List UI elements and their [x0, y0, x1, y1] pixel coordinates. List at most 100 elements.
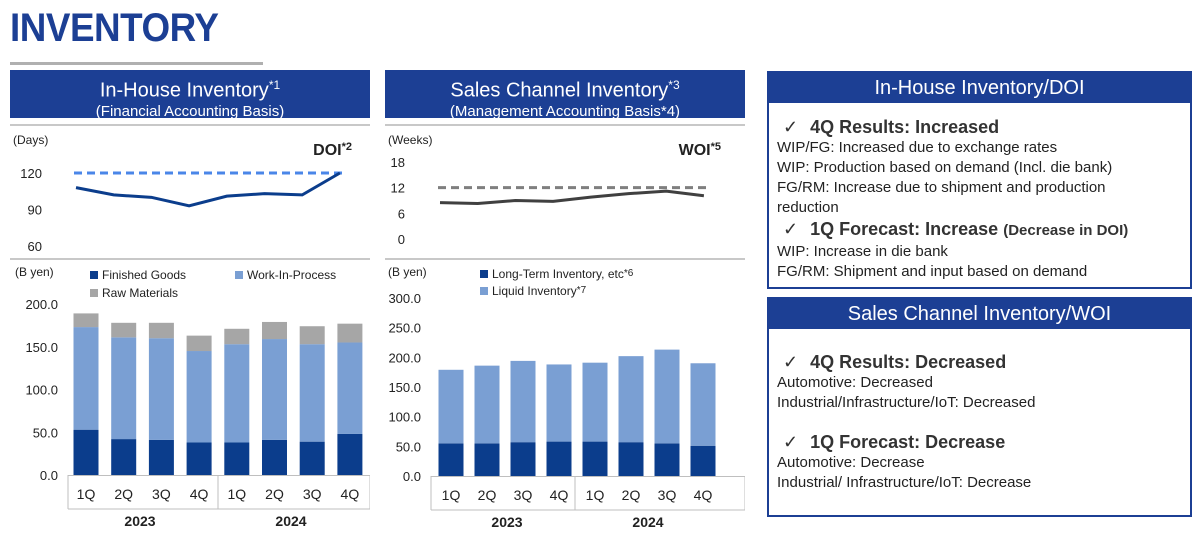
sales-panel-title-note: *3 [668, 78, 680, 92]
y-tick-label: 0.0 [40, 468, 58, 483]
woi-q4-line: Industrial/Infrastructure/IoT: Decreased [777, 394, 1036, 411]
bar-segment [186, 351, 212, 443]
woi-q4-line: Automotive: Decreased [777, 374, 933, 391]
bar-segment [337, 323, 363, 343]
bar-segment [111, 439, 137, 475]
check-icon: ✓ [783, 352, 799, 372]
group-label: 2023 [491, 514, 522, 530]
bar-segment [111, 322, 137, 338]
inhouse-panel-subtitle: (Financial Accounting Basis) [95, 102, 285, 120]
woi-q4-heading-text: 4Q Results: Decreased [810, 352, 1007, 372]
legend-label: Liquid Inventory*7 [492, 284, 587, 298]
woi-q1-heading-text: 1Q Forecast: Decrease [810, 432, 1006, 452]
x-tick-label: 3Q [152, 486, 171, 502]
y-axis-label: (Weeks) [388, 133, 432, 147]
doi-q1-line: WIP: Increase in die bank [777, 243, 948, 260]
doi-summary-box: In-House Inventory/DOI ✓ 4Q Results: Incr… [767, 71, 1192, 289]
doi-q4-line: reduction [777, 199, 839, 216]
inhouse-mid-rule [10, 258, 370, 260]
bar-segment [262, 339, 287, 440]
y-tick-label: 6 [398, 206, 405, 221]
bar-segment [186, 442, 212, 475]
inhouse-panel-header: In-House Inventory*1 (Financial Accounti… [10, 70, 370, 120]
bar-segment [73, 327, 99, 430]
doi-q4-line: FG/RM: Increase due to shipment and prod… [777, 179, 1106, 196]
x-tick-label: 4Q [694, 487, 713, 503]
bar-segment [299, 344, 325, 442]
legend-swatch [235, 271, 243, 279]
y-tick-label: 90 [28, 203, 42, 218]
bar-segment [582, 441, 608, 476]
x-tick-label: 3Q [303, 486, 322, 502]
woi-line-chart: (Weeks) 0 6 12 18 WOI*5 [388, 133, 721, 247]
woi-summary-box: Sales Channel Inventory/WOI ✓ 4Q Results:… [767, 297, 1192, 517]
group-label: 2024 [275, 513, 306, 529]
sales-panel-subtitle: (Management Accounting Basis*4) [449, 102, 681, 120]
bar-segment [654, 443, 680, 476]
bar-segment [618, 356, 644, 443]
y-axis-label: (B yen) [15, 265, 54, 279]
y-tick-label: 60 [28, 239, 42, 254]
bar-segment [690, 445, 716, 476]
bar-segment [262, 321, 287, 340]
series-line [75, 171, 341, 208]
legend-swatch [480, 270, 488, 278]
inhouse-stacked-bar-chart: (B yen) 0.0 50.0 100.0 150.0 200.0 Finished Go… [15, 265, 370, 529]
legend-swatch [90, 271, 98, 279]
doi-q4-heading: ✓ 4Q Results: Increased [777, 116, 1182, 138]
bar-segment [618, 442, 644, 476]
sales-panel-title: Sales Channel Inventory [450, 79, 669, 102]
bar-segment [690, 363, 716, 446]
title-underline [10, 62, 263, 65]
bar-segment [337, 433, 363, 475]
series-label: DOI*2 [313, 141, 352, 159]
bar-segment [654, 349, 680, 444]
y-tick-label: 0 [398, 232, 405, 247]
doi-q4-heading-text: 4Q Results: Increased [810, 117, 1000, 137]
y-tick-label: 12 [391, 181, 405, 196]
check-icon: ✓ [783, 117, 799, 137]
x-tick-label: 1Q [586, 487, 605, 503]
doi-q1-heading: ✓ 1Q Forecast: Increase (Decrease in DOI) [777, 218, 1182, 242]
y-tick-label: 0.0 [403, 469, 421, 484]
bar-segment [299, 441, 325, 475]
x-tick-label: 3Q [658, 487, 677, 503]
sales-panel-header: Sales Channel Inventory*3 (Management Ac… [385, 70, 745, 120]
bar-segment [337, 342, 363, 434]
legend-label: Raw Materials [102, 286, 178, 300]
legend-swatch [480, 287, 488, 295]
bar-segment [546, 364, 572, 442]
doi-line-chart: (Days) 60 90 120 DOI*2 [13, 133, 352, 254]
woi-q1-line: Industrial/ Infrastructure/IoT: Decrease [777, 474, 1032, 491]
page-title: INVENTORY [10, 6, 219, 50]
doi-q4-line: WIP: Production based on demand (Incl. d… [777, 159, 1113, 176]
bar-segment [224, 344, 250, 443]
check-icon: ✓ [783, 432, 799, 452]
bar-segment [474, 365, 500, 444]
bar-segment [73, 429, 99, 475]
x-tick-label: 4Q [341, 486, 360, 502]
bar-segment [111, 337, 137, 440]
doi-summary-title: In-House Inventory/DOI [769, 73, 1190, 103]
y-tick-label: 150.0 [25, 340, 58, 355]
x-tick-label: 1Q [77, 486, 96, 502]
y-tick-label: 50.0 [396, 439, 421, 454]
y-tick-label: 150.0 [388, 380, 421, 395]
y-tick-label: 200.0 [25, 297, 58, 312]
series-line [439, 189, 705, 205]
woi-q4-heading: ✓ 4Q Results: Decreased [777, 351, 1182, 373]
bar-segment [73, 313, 99, 328]
y-tick-label: 200.0 [388, 350, 421, 365]
bar-segment [510, 360, 536, 443]
x-tick-label: 2Q [478, 487, 497, 503]
bar-segment [438, 369, 464, 444]
bar-segment [148, 439, 174, 475]
sales-top-rule [385, 124, 745, 126]
y-tick-label: 300.0 [388, 291, 421, 306]
legend-swatch [90, 289, 98, 297]
inhouse-top-rule [10, 124, 370, 126]
doi-q1-heading-note: (Decrease in DOI) [1003, 222, 1129, 239]
x-tick-label: 4Q [550, 487, 569, 503]
sales-mid-rule [385, 258, 745, 260]
doi-q4-line: WIP/FG: Increased due to exchange rates [777, 139, 1058, 156]
